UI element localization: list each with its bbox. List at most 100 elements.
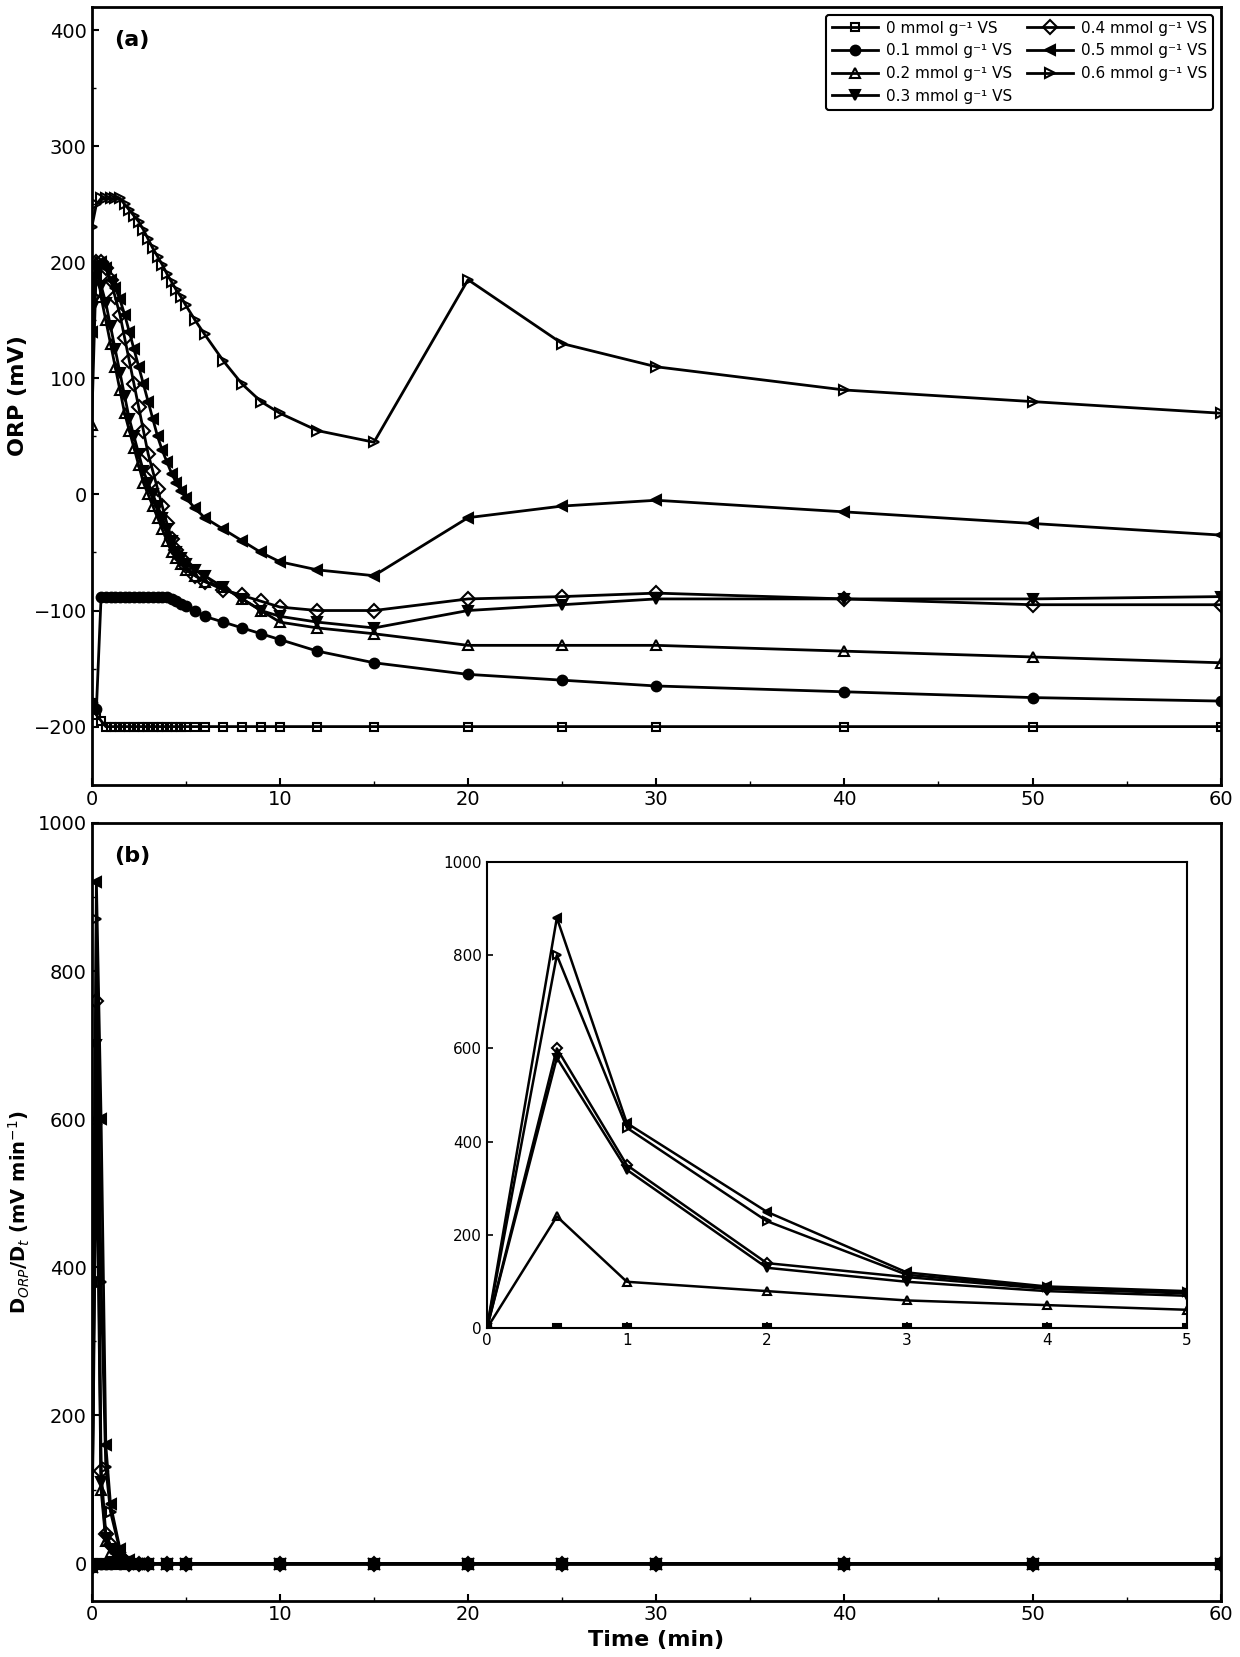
0 mmol g⁻¹ VS: [216, 717, 231, 737]
Text: (a): (a): [114, 30, 150, 50]
0.6 mmol g⁻¹ VS: [273, 403, 288, 423]
0.3 mmol g⁻¹ VS: [1213, 1554, 1228, 1574]
0.3 mmol g⁻¹ VS: [1025, 588, 1040, 608]
Text: (b): (b): [114, 847, 150, 867]
0.1 mmol g⁻¹ VS: [837, 681, 852, 701]
0.6 mmol g⁻¹ VS: [103, 189, 118, 209]
0.1 mmol g⁻¹ VS: [89, 1554, 104, 1574]
0.6 mmol g⁻¹ VS: [273, 1554, 288, 1574]
0.3 mmol g⁻¹ VS: [155, 507, 170, 527]
0.1 mmol g⁻¹ VS: [94, 1554, 109, 1574]
0 mmol g⁻¹ VS: [98, 1554, 113, 1574]
0.2 mmol g⁻¹ VS: [1025, 1554, 1040, 1574]
0 mmol g⁻¹ VS: [131, 1554, 146, 1574]
0.5 mmol g⁻¹ VS: [273, 552, 288, 572]
0.4 mmol g⁻¹ VS: [150, 479, 165, 499]
0 mmol g⁻¹ VS: [103, 717, 118, 737]
0.1 mmol g⁻¹ VS: [84, 693, 99, 713]
0.6 mmol g⁻¹ VS: [84, 217, 99, 237]
0.1 mmol g⁻¹ VS: [108, 587, 123, 606]
0 mmol g⁻¹ VS: [1025, 1554, 1040, 1574]
0 mmol g⁻¹ VS: [234, 717, 249, 737]
0.6 mmol g⁻¹ VS: [310, 421, 325, 441]
0.1 mmol g⁻¹ VS: [103, 587, 118, 606]
0.1 mmol g⁻¹ VS: [131, 587, 146, 606]
0.2 mmol g⁻¹ VS: [103, 1543, 118, 1563]
0 mmol g⁻¹ VS: [160, 1554, 175, 1574]
0.5 mmol g⁻¹ VS: [234, 530, 249, 550]
0.5 mmol g⁻¹ VS: [1025, 1554, 1040, 1574]
0.5 mmol g⁻¹ VS: [84, 321, 99, 341]
0.4 mmol g⁻¹ VS: [554, 1554, 569, 1574]
0.3 mmol g⁻¹ VS: [1025, 1554, 1040, 1574]
0.6 mmol g⁻¹ VS: [1213, 1554, 1228, 1574]
0.4 mmol g⁻¹ VS: [140, 1554, 155, 1574]
0.5 mmol g⁻¹ VS: [131, 356, 146, 376]
0.4 mmol g⁻¹ VS: [103, 270, 118, 290]
0 mmol g⁻¹ VS: [174, 717, 188, 737]
0.3 mmol g⁻¹ VS: [160, 519, 175, 539]
0.6 mmol g⁻¹ VS: [84, 1558, 99, 1577]
0.2 mmol g⁻¹ VS: [122, 1554, 136, 1574]
0.6 mmol g⁻¹ VS: [131, 1554, 146, 1574]
0.1 mmol g⁻¹ VS: [164, 588, 179, 608]
0.3 mmol g⁻¹ VS: [160, 1554, 175, 1574]
0 mmol g⁻¹ VS: [140, 1554, 155, 1574]
0.6 mmol g⁻¹ VS: [179, 1554, 193, 1574]
0.2 mmol g⁻¹ VS: [179, 560, 193, 580]
0.1 mmol g⁻¹ VS: [254, 623, 269, 643]
0.2 mmol g⁻¹ VS: [367, 1554, 382, 1574]
0.6 mmol g⁻¹ VS: [122, 1549, 136, 1569]
0.6 mmol g⁻¹ VS: [145, 239, 160, 258]
0.5 mmol g⁻¹ VS: [197, 507, 212, 527]
0.3 mmol g⁻¹ VS: [216, 577, 231, 597]
0.5 mmol g⁻¹ VS: [126, 340, 141, 360]
0.1 mmol g⁻¹ VS: [98, 587, 113, 606]
0.1 mmol g⁻¹ VS: [145, 587, 160, 606]
0.2 mmol g⁻¹ VS: [179, 1554, 193, 1574]
0.1 mmol g⁻¹ VS: [160, 1554, 175, 1574]
0.2 mmol g⁻¹ VS: [117, 403, 131, 423]
0.4 mmol g⁻¹ VS: [94, 252, 109, 272]
0.1 mmol g⁻¹ VS: [140, 587, 155, 606]
Line: 0.2 mmol g⁻¹ VS: 0.2 mmol g⁻¹ VS: [87, 1115, 1225, 1572]
0.5 mmol g⁻¹ VS: [122, 321, 136, 341]
0.2 mmol g⁻¹ VS: [136, 472, 151, 492]
0.1 mmol g⁻¹ VS: [122, 1554, 136, 1574]
Line: 0.6 mmol g⁻¹ VS: 0.6 mmol g⁻¹ VS: [87, 194, 1225, 447]
0.1 mmol g⁻¹ VS: [554, 1554, 569, 1574]
0.6 mmol g⁻¹ VS: [98, 1458, 113, 1478]
Line: 0 mmol g⁻¹ VS: 0 mmol g⁻¹ VS: [87, 699, 1225, 731]
0.6 mmol g⁻¹ VS: [122, 200, 136, 220]
0.2 mmol g⁻¹ VS: [94, 287, 109, 307]
0 mmol g⁻¹ VS: [649, 1554, 663, 1574]
0.1 mmol g⁻¹ VS: [273, 1554, 288, 1574]
0 mmol g⁻¹ VS: [837, 1554, 852, 1574]
0.3 mmol g⁻¹ VS: [84, 298, 99, 318]
0.4 mmol g⁻¹ VS: [367, 600, 382, 620]
0.6 mmol g⁻¹ VS: [197, 325, 212, 345]
0.4 mmol g⁻¹ VS: [122, 351, 136, 371]
0.5 mmol g⁻¹ VS: [554, 495, 569, 515]
0.6 mmol g⁻¹ VS: [460, 270, 475, 290]
0.3 mmol g⁻¹ VS: [94, 275, 109, 295]
0.2 mmol g⁻¹ VS: [108, 356, 123, 376]
0.2 mmol g⁻¹ VS: [554, 635, 569, 655]
0.4 mmol g⁻¹ VS: [160, 1554, 175, 1574]
0.3 mmol g⁻¹ VS: [113, 1548, 128, 1568]
0 mmol g⁻¹ VS: [145, 717, 160, 737]
0 mmol g⁻¹ VS: [1025, 717, 1040, 737]
0.6 mmol g⁻¹ VS: [103, 1501, 118, 1521]
0.2 mmol g⁻¹ VS: [169, 548, 184, 568]
0.5 mmol g⁻¹ VS: [273, 1554, 288, 1574]
0.6 mmol g⁻¹ VS: [89, 194, 104, 214]
0.1 mmol g⁻¹ VS: [554, 669, 569, 689]
0.1 mmol g⁻¹ VS: [367, 1554, 382, 1574]
0.6 mmol g⁻¹ VS: [649, 1554, 663, 1574]
0.2 mmol g⁻¹ VS: [649, 1554, 663, 1574]
0.5 mmol g⁻¹ VS: [367, 565, 382, 585]
0.3 mmol g⁻¹ VS: [179, 553, 193, 573]
0.3 mmol g⁻¹ VS: [89, 1036, 104, 1056]
0.6 mmol g⁻¹ VS: [254, 391, 269, 411]
0.1 mmol g⁻¹ VS: [131, 1554, 146, 1574]
